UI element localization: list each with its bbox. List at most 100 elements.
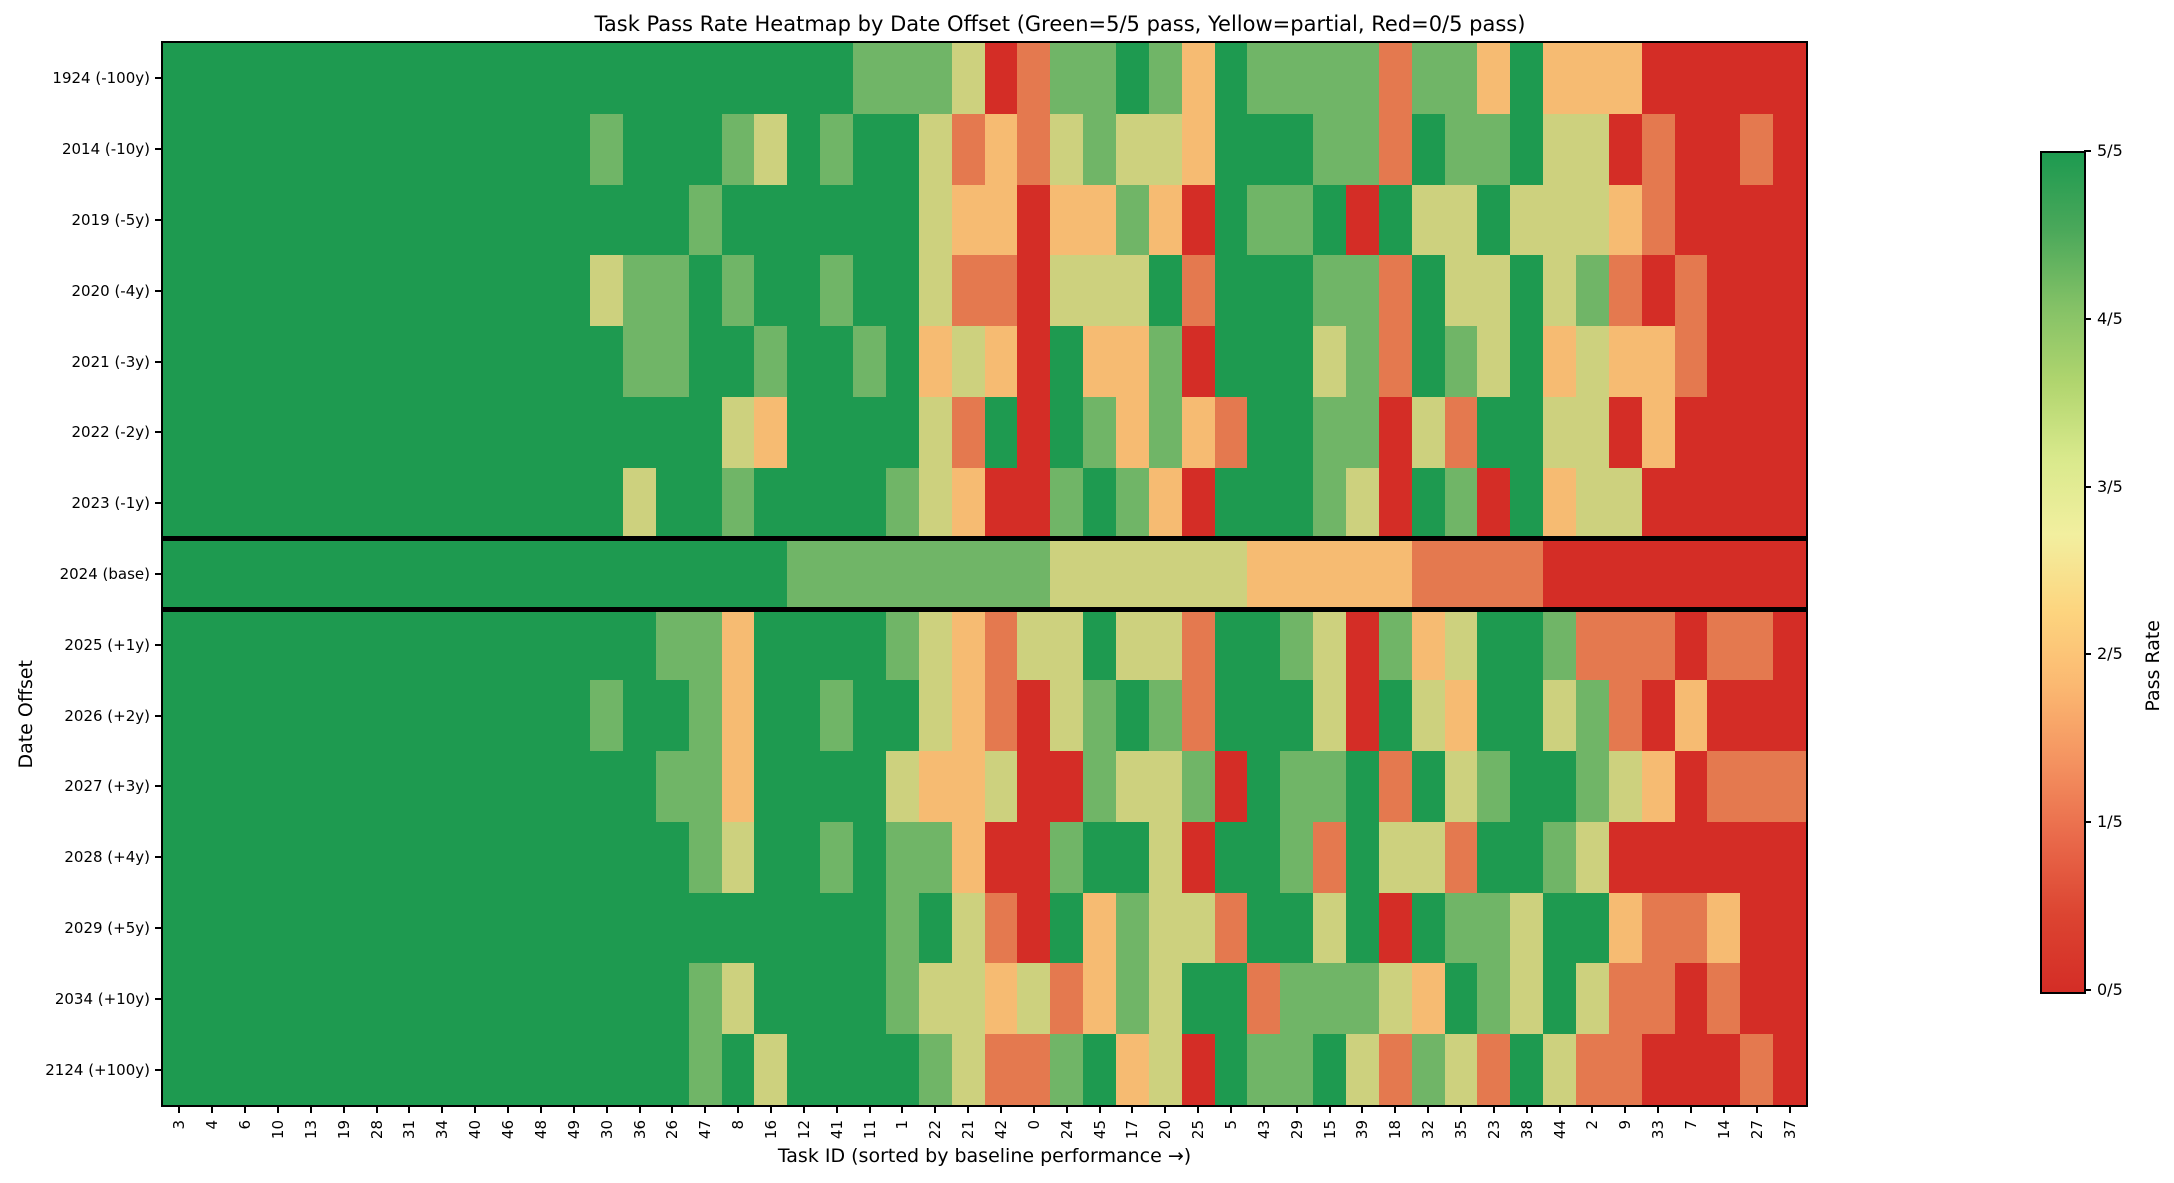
heatmap-cell (1313, 892, 1347, 964)
heatmap-cell (228, 751, 263, 823)
heatmap-cell (1083, 963, 1117, 1035)
heatmap-cell (1575, 113, 1610, 186)
heatmap-cell (1214, 467, 1248, 540)
heatmap-cell (918, 892, 953, 964)
y-tick (155, 927, 163, 929)
heatmap-cell (820, 751, 854, 823)
heatmap-cell (557, 43, 591, 115)
heatmap-cell (918, 184, 953, 256)
heatmap-cell (918, 467, 953, 540)
heatmap-cell (1214, 751, 1248, 823)
heatmap-cell (1707, 751, 1741, 823)
heatmap-cell (1280, 184, 1314, 256)
heatmap-cell (1575, 609, 1610, 681)
heatmap-cell (1280, 326, 1314, 398)
heatmap-cell (1773, 326, 1807, 398)
heatmap-cell (1050, 892, 1084, 964)
heatmap-cell (590, 113, 624, 186)
heatmap-cell (1740, 963, 1774, 1035)
y-tick (155, 289, 163, 292)
heatmap-cell (885, 538, 920, 610)
heatmap-cell (918, 751, 953, 823)
heatmap-cell (655, 467, 690, 540)
heatmap-cell (491, 255, 525, 327)
x-tick-label: 27 (1747, 1120, 1766, 1140)
heatmap-cell (918, 680, 953, 752)
colorbar-tick-label: 1/5 (2097, 812, 2123, 832)
heatmap-cell (787, 963, 821, 1035)
heatmap-cell (1378, 184, 1413, 256)
heatmap-cell (1674, 43, 1708, 115)
heatmap-cell (195, 326, 230, 398)
heatmap-cell (1050, 326, 1084, 398)
heatmap-cell (261, 43, 295, 115)
heatmap-cell (1181, 609, 1216, 681)
heatmap-cell (721, 184, 755, 256)
x-tick-label: 46 (499, 1120, 517, 1140)
heatmap-cell (1740, 326, 1774, 398)
heatmap-cell (1050, 821, 1084, 894)
heatmap-cell (360, 1034, 394, 1106)
heatmap-cell (1707, 538, 1741, 610)
heatmap-cell (655, 255, 690, 327)
heatmap-cell (491, 821, 525, 894)
x-tick-label: 33 (1649, 1120, 1668, 1140)
x-tick-label: 35 (1452, 1120, 1470, 1140)
heatmap-cell (754, 184, 788, 256)
x-tick (1328, 1105, 1331, 1113)
heatmap-cell (1411, 184, 1446, 256)
heatmap-cell (1247, 255, 1281, 327)
heatmap-cell (261, 538, 295, 610)
heatmap-cell (1017, 43, 1051, 115)
x-tick-label: 30 (597, 1120, 616, 1140)
heatmap-cell (491, 680, 525, 752)
heatmap-cell (1674, 538, 1708, 610)
heatmap-cell (458, 963, 493, 1035)
heatmap-cell (1608, 43, 1643, 115)
heatmap-cell (590, 397, 624, 469)
y-tick (155, 360, 163, 363)
heatmap-cell (360, 963, 394, 1035)
heatmap-cell (1083, 751, 1117, 823)
heatmap-cell (1444, 1034, 1478, 1106)
heatmap-cell (1181, 43, 1216, 115)
heatmap-cell (754, 467, 788, 540)
heatmap-cell (820, 43, 854, 115)
heatmap-cell (1740, 467, 1774, 540)
heatmap-cell (393, 113, 427, 186)
heatmap-cell (853, 609, 887, 681)
heatmap-cell (1017, 467, 1051, 540)
y-tick (155, 219, 163, 221)
heatmap-cell (1148, 397, 1183, 469)
heatmap-cell (885, 326, 920, 398)
x-tick (769, 1105, 772, 1113)
x-tick (178, 1105, 181, 1113)
heatmap-cell (1214, 326, 1248, 398)
heatmap-cell (1345, 680, 1380, 752)
heatmap-cell (1641, 680, 1676, 752)
heatmap-cell (1280, 892, 1314, 964)
heatmap-cell (1707, 892, 1741, 964)
x-tick-label: 41 (827, 1120, 846, 1140)
heatmap-cell (524, 255, 558, 327)
heatmap-cell (1641, 255, 1676, 327)
x-tick (1394, 1105, 1397, 1113)
heatmap-cell (918, 821, 953, 894)
heatmap-cell (1378, 680, 1413, 752)
heatmap-cell (360, 43, 394, 115)
heatmap-cell (195, 43, 230, 115)
heatmap-cell (524, 821, 558, 894)
heatmap-cell (688, 751, 723, 823)
heatmap-cell (1050, 680, 1084, 752)
heatmap-cell (1477, 113, 1511, 186)
heatmap-cell (393, 184, 427, 256)
x-tick (408, 1105, 411, 1113)
heatmap-cell (787, 609, 821, 681)
heatmap-cell (853, 113, 887, 186)
heatmap-cell (1608, 751, 1643, 823)
heatmap-cell (1214, 821, 1248, 894)
heatmap-cell (1674, 1034, 1708, 1106)
heatmap-cell (491, 43, 525, 115)
heatmap-cell (721, 113, 755, 186)
heatmap-cell (853, 963, 887, 1035)
